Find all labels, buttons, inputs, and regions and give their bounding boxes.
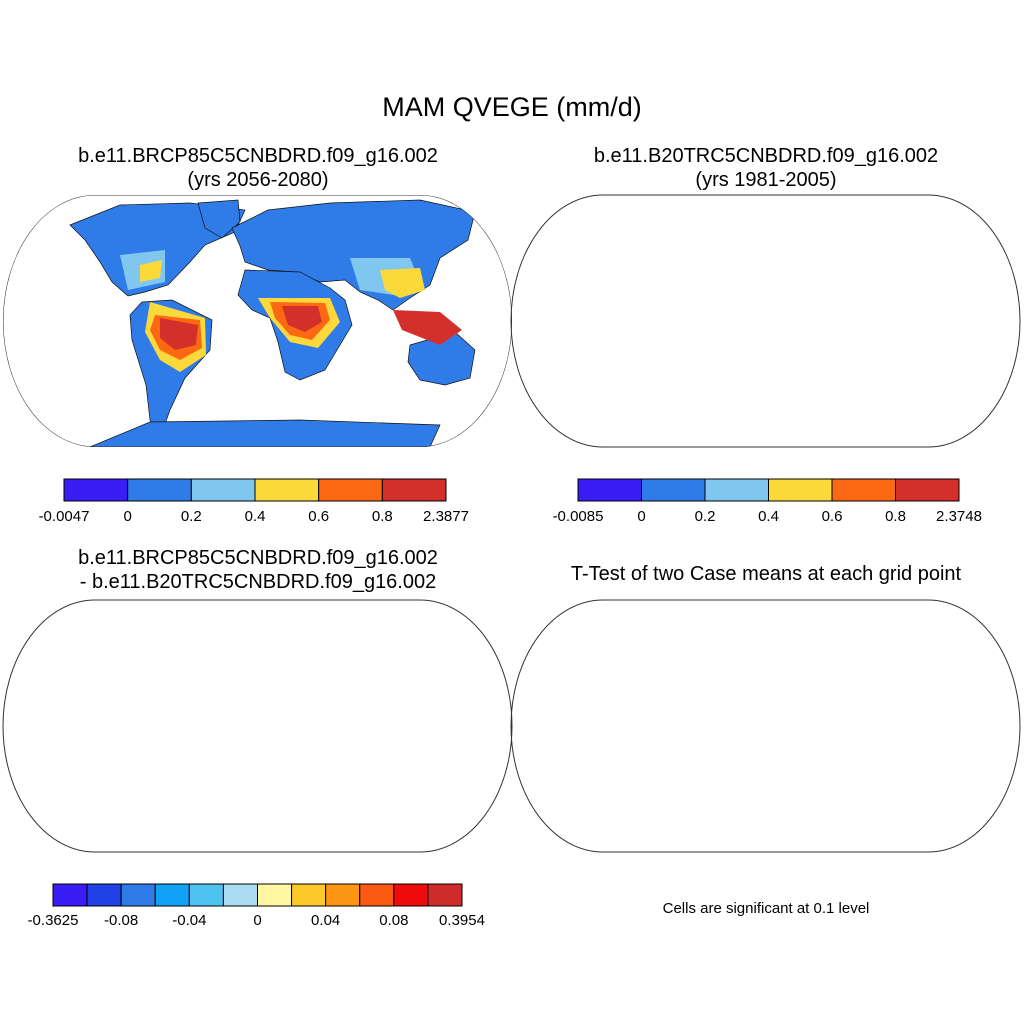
panel-2-map <box>578 200 983 447</box>
panel-4-map <box>578 605 983 852</box>
colorbar-3-label-4: 0.04 <box>311 912 341 929</box>
colorbar-2-swatch-4 <box>831 478 896 502</box>
colorbar-2-label-2: 0.2 <box>694 508 716 525</box>
north-america <box>70 608 245 701</box>
south-america <box>130 705 212 843</box>
colorbar-2-swatch-3 <box>768 478 833 502</box>
colorbar-3-swatch-8 <box>325 883 361 907</box>
antarctica <box>90 825 440 852</box>
colorbar-1-swatch-1 <box>127 478 192 502</box>
colorbar-3-swatch-11 <box>427 883 463 907</box>
eurasia <box>740 200 983 310</box>
colorbar-3-label-5: 0.08 <box>379 912 409 929</box>
colorbar-1-label-4: 0.6 <box>308 508 330 525</box>
antarctica <box>89 419 441 447</box>
antarctica <box>598 420 948 447</box>
colorbar-2-label-0: -0.0085 <box>552 508 604 525</box>
figure-title: MAM QVEGE (mm/d) <box>382 92 642 122</box>
panel-3-colorbar <box>52 883 463 907</box>
colorbar-1-swatch-2 <box>190 478 256 502</box>
colorbar-2-swatch-0 <box>577 478 642 502</box>
panel-3-map <box>70 605 475 852</box>
panel-3-land <box>70 605 475 852</box>
colorbar-3-swatch-6 <box>257 883 293 907</box>
panel-1-title-line1: b.e11.BRCP85C5CNBDRD.f09_g16.002 <box>78 145 438 167</box>
panel-2-title: b.e11.B20TRC5CNBDRD.f09_g16.002 (yrs 198… <box>516 144 1016 192</box>
colorbar-2-swatch-5 <box>895 478 960 502</box>
colorbar-3-swatch-3 <box>154 883 190 907</box>
africa <box>746 270 860 380</box>
panel-1-title-line2: (yrs 2056-2080) <box>187 169 329 191</box>
colorbar-2-label-6: 2.3748 <box>936 508 982 525</box>
colorbar-3-swatch-0 <box>52 883 88 907</box>
panel-1-title: b.e11.BRCP85C5CNBDRD.f09_g16.002 (yrs 20… <box>8 144 508 192</box>
colorbar-3-label-3: 0 <box>253 912 262 929</box>
panel-3-title: b.e11.BRCP85C5CNBDRD.f09_g16.002 - b.e11… <box>8 546 508 594</box>
colorbar-3-label-1: -0.08 <box>104 912 139 929</box>
colorbar-1-label-0: -0.0047 <box>38 508 90 525</box>
colorbar-1-swatch-0 <box>63 478 129 502</box>
panel-2-title-line1: b.e11.B20TRC5CNBDRD.f09_g16.002 <box>593 145 939 167</box>
colorbar-3-swatch-5 <box>222 883 259 907</box>
colorbar-3-swatch-1 <box>86 883 122 907</box>
colorbar-1-label-2: 0.2 <box>180 508 202 525</box>
panel-4-significant-cells <box>603 607 978 835</box>
colorbar-1-label-1: 0 <box>123 508 132 525</box>
panel-3-title-line1: b.e11.BRCP85C5CNBDRD.f09_g16.002 <box>78 547 438 569</box>
colorbar-1-label-5: 0.8 <box>371 508 393 525</box>
colorbar-2-swatch-1 <box>641 478 706 502</box>
greenland <box>198 605 240 643</box>
colorbar-3-swatch-2 <box>120 883 156 907</box>
australia <box>407 331 476 386</box>
colorbar-2-label-5: 0.8 <box>885 508 906 525</box>
panel-4-note: Cells are significant at 0.1 level <box>662 900 870 917</box>
australia <box>408 737 475 790</box>
colorbar-2-label-4: 0.6 <box>821 508 843 525</box>
north-america <box>578 203 753 296</box>
australia <box>916 332 983 385</box>
colorbar-1-swatch-3 <box>254 478 320 502</box>
south-america <box>638 300 720 438</box>
africa <box>238 675 352 785</box>
panel-1-colorbar <box>63 478 447 502</box>
greenland <box>197 199 241 239</box>
colorbar-1-label-6: 2.3877 <box>423 508 469 525</box>
colorbar-1-swatch-4 <box>318 478 383 502</box>
colorbar-3-swatch-4 <box>188 883 224 907</box>
panel-2-title-line2: (yrs 1981-2005) <box>695 169 837 191</box>
colorbar-3-swatch-9 <box>359 883 395 907</box>
panel-4-insignificant-holes <box>658 633 966 775</box>
greenland <box>706 200 748 238</box>
eurasia <box>232 605 475 715</box>
panel-2-land <box>578 200 983 447</box>
colorbar-3-label-2: -0.04 <box>172 912 207 929</box>
panel-4-title-line1: T-Test of two Case means at each grid po… <box>570 563 962 585</box>
panel-3-change-zones <box>95 617 470 785</box>
colorbar-3-swatch-10 <box>393 883 429 907</box>
colorbar-2-label-3: 0.4 <box>758 508 779 525</box>
panel-1-moist-zones <box>120 250 462 372</box>
colorbar-2-label-1: 0 <box>637 508 646 525</box>
colorbar-3-label-6: 0.3954 <box>439 912 485 929</box>
panel-2-colorbar <box>577 478 960 502</box>
panel-4-title: T-Test of two Case means at each grid po… <box>516 562 1016 586</box>
panel-1-map <box>3 195 512 447</box>
colorbar-1-label-3: 0.4 <box>244 508 266 525</box>
colorbar-3-label-0: -0.3625 <box>27 912 79 929</box>
colorbar-2-swatch-2 <box>704 478 769 502</box>
colorbar-1-swatch-5 <box>381 478 447 502</box>
panel-3-title-line2: - b.e11.B20TRC5CNBDRD.f09_g16.002 <box>79 571 437 593</box>
panel-4-coastlines <box>578 605 983 852</box>
panel-2-moist-zones <box>628 255 970 372</box>
colorbar-3-swatch-7 <box>291 883 327 907</box>
